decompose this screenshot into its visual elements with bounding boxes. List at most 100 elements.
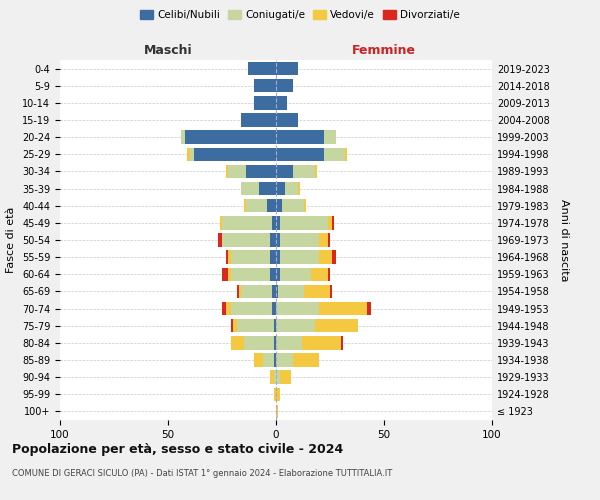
Bar bbox=[319, 250, 332, 264]
Bar bbox=[276, 96, 287, 110]
Bar bbox=[276, 114, 298, 126]
Bar bbox=[276, 404, 278, 418]
Bar bbox=[304, 199, 306, 212]
Bar bbox=[248, 62, 276, 76]
Bar bbox=[276, 302, 319, 316]
Bar bbox=[229, 164, 246, 178]
Bar bbox=[233, 319, 237, 332]
Bar bbox=[269, 250, 276, 264]
Bar bbox=[280, 268, 311, 281]
Bar bbox=[226, 250, 229, 264]
Bar bbox=[276, 268, 280, 281]
Bar bbox=[284, 182, 298, 196]
Bar bbox=[254, 354, 263, 366]
Text: Femmine: Femmine bbox=[352, 44, 416, 57]
Bar bbox=[332, 216, 334, 230]
Bar bbox=[276, 182, 284, 196]
Bar bbox=[319, 234, 328, 246]
Bar bbox=[181, 130, 185, 144]
Bar bbox=[254, 96, 276, 110]
Y-axis label: Fasce di età: Fasce di età bbox=[7, 207, 16, 273]
Bar bbox=[190, 148, 194, 161]
Bar bbox=[315, 164, 317, 178]
Bar bbox=[274, 354, 276, 366]
Bar bbox=[230, 336, 244, 349]
Bar bbox=[276, 130, 323, 144]
Y-axis label: Anni di nascita: Anni di nascita bbox=[559, 198, 569, 281]
Bar bbox=[272, 216, 276, 230]
Bar bbox=[222, 216, 272, 230]
Bar bbox=[246, 164, 276, 178]
Bar bbox=[276, 62, 298, 76]
Bar bbox=[246, 199, 268, 212]
Bar bbox=[230, 302, 272, 316]
Bar bbox=[237, 319, 274, 332]
Bar bbox=[230, 250, 269, 264]
Bar bbox=[323, 130, 337, 144]
Bar bbox=[226, 164, 229, 178]
Bar bbox=[222, 234, 269, 246]
Bar bbox=[276, 234, 280, 246]
Bar bbox=[226, 302, 230, 316]
Bar bbox=[274, 370, 276, 384]
Bar bbox=[269, 370, 274, 384]
Bar bbox=[239, 284, 241, 298]
Bar bbox=[254, 79, 276, 92]
Bar bbox=[276, 388, 280, 401]
Bar bbox=[276, 319, 315, 332]
Bar bbox=[328, 234, 330, 246]
Bar bbox=[259, 182, 276, 196]
Bar bbox=[304, 284, 330, 298]
Bar bbox=[283, 199, 304, 212]
Bar bbox=[345, 148, 347, 161]
Bar bbox=[263, 354, 274, 366]
Bar bbox=[276, 79, 293, 92]
Bar bbox=[332, 250, 337, 264]
Bar bbox=[241, 284, 272, 298]
Bar bbox=[274, 319, 276, 332]
Bar bbox=[269, 268, 276, 281]
Bar bbox=[315, 319, 358, 332]
Bar bbox=[280, 250, 319, 264]
Bar bbox=[268, 199, 276, 212]
Bar bbox=[237, 284, 239, 298]
Text: COMUNE DI GERACI SICULO (PA) - Dati ISTAT 1° gennaio 2024 - Elaborazione TUTTITA: COMUNE DI GERACI SICULO (PA) - Dati ISTA… bbox=[12, 469, 392, 478]
Bar bbox=[276, 354, 293, 366]
Bar bbox=[194, 148, 276, 161]
Bar bbox=[274, 388, 276, 401]
Bar bbox=[302, 336, 341, 349]
Bar bbox=[187, 148, 190, 161]
Text: Maschi: Maschi bbox=[143, 44, 193, 57]
Bar bbox=[276, 250, 280, 264]
Bar bbox=[276, 284, 278, 298]
Bar bbox=[229, 250, 230, 264]
Bar bbox=[280, 370, 291, 384]
Bar bbox=[293, 354, 319, 366]
Bar bbox=[241, 182, 259, 196]
Bar bbox=[293, 164, 315, 178]
Bar bbox=[319, 302, 367, 316]
Bar bbox=[230, 319, 233, 332]
Bar bbox=[218, 234, 222, 246]
Bar bbox=[274, 336, 276, 349]
Bar bbox=[241, 114, 276, 126]
Bar bbox=[311, 268, 328, 281]
Bar bbox=[280, 216, 328, 230]
Bar bbox=[220, 216, 222, 230]
Bar bbox=[341, 336, 343, 349]
Bar bbox=[298, 182, 300, 196]
Bar bbox=[276, 370, 280, 384]
Bar bbox=[244, 199, 246, 212]
Legend: Celibi/Nubili, Coniugati/e, Vedovi/e, Divorziati/e: Celibi/Nubili, Coniugati/e, Vedovi/e, Di… bbox=[139, 8, 461, 22]
Bar bbox=[269, 234, 276, 246]
Bar bbox=[222, 268, 229, 281]
Bar bbox=[330, 284, 332, 298]
Bar bbox=[280, 234, 319, 246]
Bar bbox=[278, 284, 304, 298]
Bar bbox=[323, 148, 345, 161]
Text: Popolazione per età, sesso e stato civile - 2024: Popolazione per età, sesso e stato civil… bbox=[12, 442, 343, 456]
Bar bbox=[244, 336, 274, 349]
Bar bbox=[276, 199, 283, 212]
Bar bbox=[230, 268, 269, 281]
Bar bbox=[276, 148, 323, 161]
